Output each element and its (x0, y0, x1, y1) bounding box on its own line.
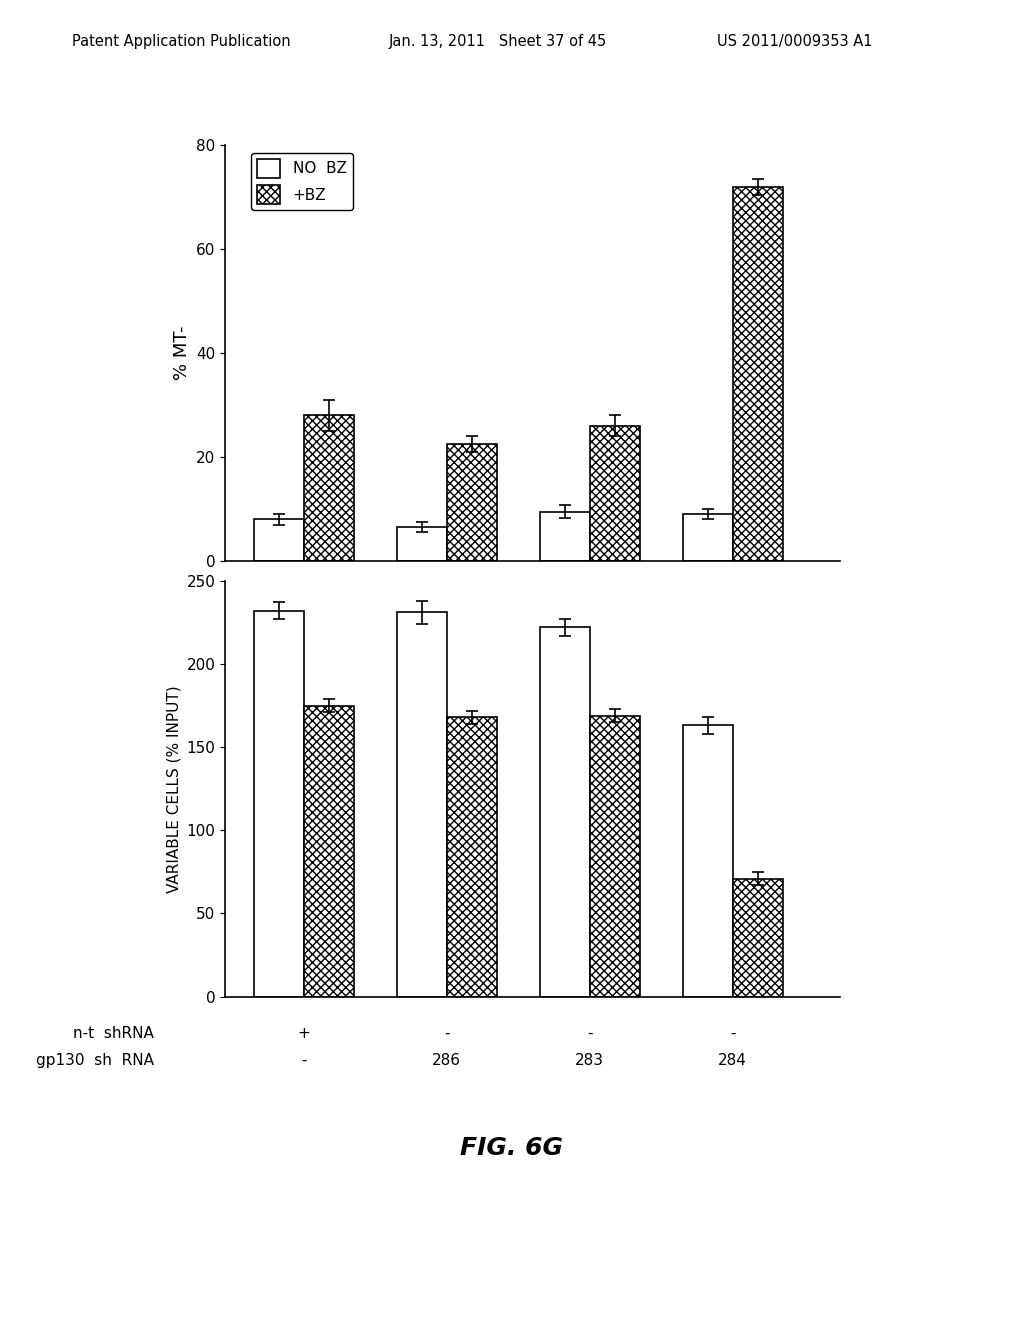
Y-axis label: % MT-: % MT- (173, 326, 190, 380)
Text: Jan. 13, 2011   Sheet 37 of 45: Jan. 13, 2011 Sheet 37 of 45 (389, 34, 607, 49)
Bar (540, 627, 590, 997)
Bar (446, 717, 497, 997)
Text: 284: 284 (718, 1053, 746, 1068)
Bar (304, 705, 354, 997)
Text: -: - (730, 1026, 735, 1040)
Bar (590, 715, 640, 997)
Text: -: - (587, 1026, 592, 1040)
Text: US 2011/0009353 A1: US 2011/0009353 A1 (717, 34, 872, 49)
Bar (683, 726, 732, 997)
Legend: NO  BZ, +BZ: NO BZ, +BZ (251, 153, 352, 210)
Bar (304, 416, 354, 561)
Y-axis label: VARIABLE CELLS (% INPUT): VARIABLE CELLS (% INPUT) (166, 685, 181, 892)
Bar (396, 527, 446, 561)
Bar (683, 515, 732, 561)
Text: FIG. 6G: FIG. 6G (461, 1137, 563, 1160)
Bar (396, 612, 446, 997)
Text: gp130  sh  RNA: gp130 sh RNA (36, 1053, 154, 1068)
Bar (732, 186, 782, 561)
Bar (590, 426, 640, 561)
Text: Patent Application Publication: Patent Application Publication (72, 34, 291, 49)
Text: -: - (444, 1026, 450, 1040)
Bar (540, 512, 590, 561)
Bar (446, 444, 497, 561)
Text: -: - (301, 1053, 306, 1068)
Bar (254, 611, 304, 997)
Text: n-t  shRNA: n-t shRNA (73, 1026, 154, 1040)
Text: +: + (298, 1026, 310, 1040)
Text: 283: 283 (575, 1053, 604, 1068)
Text: 286: 286 (432, 1053, 461, 1068)
Bar (732, 879, 782, 997)
Bar (254, 520, 304, 561)
